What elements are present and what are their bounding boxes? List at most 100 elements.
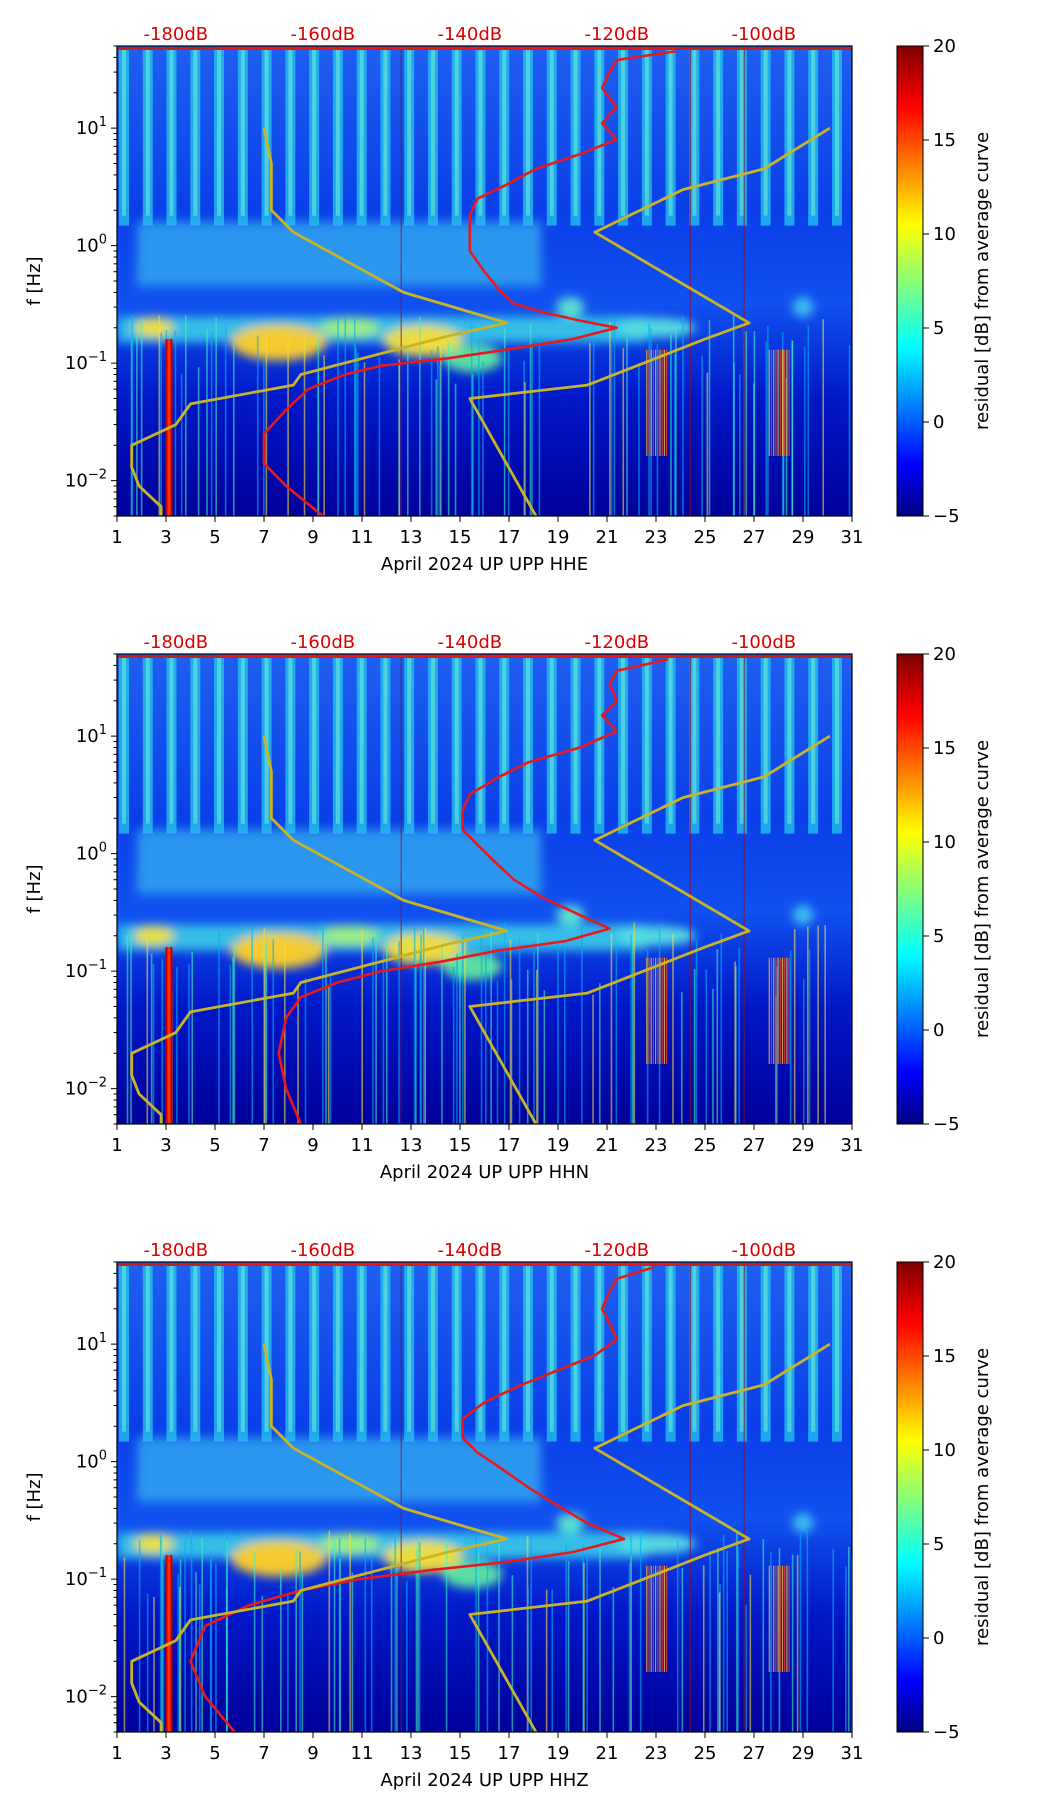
x-tick-label: 21 (596, 527, 619, 548)
day-band-core (454, 658, 459, 824)
x-tick-label: 27 (743, 527, 766, 548)
spike (632, 959, 635, 1124)
spike (527, 1587, 529, 1732)
spike (615, 946, 618, 1124)
spike (806, 1530, 809, 1732)
spike (709, 1551, 711, 1732)
spike (726, 1550, 729, 1732)
spike (529, 324, 532, 516)
day-band-core (644, 658, 649, 824)
day-band-core (811, 658, 816, 824)
day-band-core (573, 1266, 578, 1432)
spike (770, 1551, 772, 1732)
spike (317, 339, 320, 516)
db-label: -100dB (731, 632, 796, 653)
spike (705, 969, 708, 1124)
day-band-core (312, 658, 317, 824)
y-axis-label: f [Hz] (24, 1472, 45, 1521)
day-band-core (478, 50, 483, 216)
spike (329, 976, 332, 1124)
x-tick-label: 15 (449, 527, 472, 548)
day-band-core (644, 1266, 649, 1432)
energy-blob (556, 297, 585, 318)
colorbar-gradient (896, 45, 924, 517)
spike-cluster (788, 957, 790, 1064)
spike-cluster (648, 349, 650, 456)
spike (582, 1544, 584, 1732)
spike (198, 1584, 201, 1732)
y-tick-label: 101 (76, 723, 107, 747)
day-band-core (407, 1266, 412, 1432)
spike (563, 946, 566, 1124)
spike (349, 1533, 351, 1732)
spike (622, 348, 625, 516)
spike (454, 383, 457, 516)
x-tick-label: 17 (498, 527, 521, 548)
spike (470, 323, 473, 516)
spike (738, 947, 741, 1124)
average-psd-curve (277, 658, 669, 1124)
spike (745, 331, 748, 516)
y-tick-base: 10 (76, 236, 99, 257)
spike (303, 335, 306, 516)
spike (676, 1541, 679, 1732)
day-band-core (668, 50, 673, 216)
energy-blob (133, 1533, 174, 1554)
day-band-core (407, 658, 412, 824)
spike-cluster (666, 349, 668, 456)
y-tick-exponent: −2 (88, 468, 107, 483)
x-tick-label: 15 (449, 1743, 472, 1764)
spike-cluster (786, 1565, 788, 1672)
day-band-core (288, 50, 293, 216)
spike-cluster (650, 1565, 652, 1672)
spike (639, 1531, 642, 1732)
spike (146, 1593, 149, 1732)
day-band-core (335, 658, 340, 824)
colorbar-tick-label: 15 (933, 130, 956, 151)
x-tick-label: 23 (645, 527, 668, 548)
spike (126, 934, 129, 1124)
colorbar-tick-label: 5 (933, 926, 944, 947)
x-tick-label: 17 (498, 1743, 521, 1764)
spike (682, 315, 684, 516)
spike-cluster (781, 957, 784, 1064)
spike (701, 355, 703, 516)
energy-blob (230, 324, 327, 361)
spectrogram (117, 46, 852, 516)
x-tick-label: 25 (694, 1743, 717, 1764)
spike (344, 314, 347, 516)
spike (735, 965, 737, 1124)
spike (702, 1564, 705, 1732)
spike (592, 318, 595, 516)
spike (131, 314, 134, 516)
energy-blob (793, 905, 813, 926)
energy-blob (230, 1540, 327, 1577)
spike (599, 983, 601, 1124)
db-label: -160dB (290, 1240, 355, 1261)
spike (736, 1532, 738, 1732)
spike (301, 1573, 304, 1732)
x-tick-label: 25 (694, 527, 717, 548)
day-band-core (621, 1266, 626, 1432)
db-label: -180dB (143, 1240, 208, 1261)
day-band-core (502, 50, 507, 216)
spike (215, 317, 217, 516)
day-band-core (834, 50, 839, 216)
day-band-core (240, 658, 245, 824)
spike (226, 1540, 228, 1732)
spike (807, 926, 809, 1124)
spike (323, 355, 325, 516)
spike-cluster (663, 957, 665, 1064)
day-band-core (621, 50, 626, 216)
spike (765, 341, 767, 516)
microseism-band (117, 316, 647, 343)
spike (791, 340, 794, 516)
spike (456, 953, 458, 1124)
x-tick-label: 9 (307, 1743, 318, 1764)
spike (355, 348, 358, 516)
spike (370, 1557, 373, 1732)
spike (372, 937, 374, 1124)
spike (417, 1539, 419, 1732)
spike (802, 979, 805, 1124)
energy-blob (133, 925, 174, 946)
